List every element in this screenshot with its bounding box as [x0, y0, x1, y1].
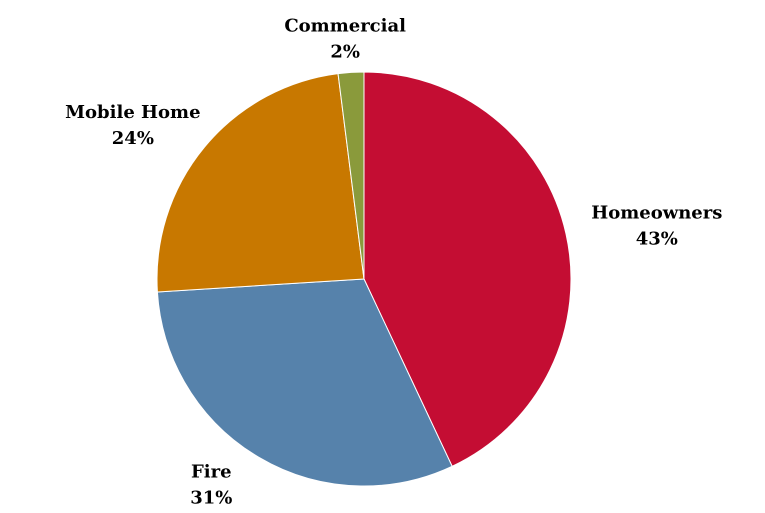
pie-slice	[156, 73, 365, 293]
slice-label: Fire	[191, 462, 232, 483]
pie-slice	[337, 71, 365, 280]
slice-label: Homeowners	[591, 203, 722, 224]
slice-value-label: 31%	[190, 488, 232, 509]
slice-label: Mobile Home	[65, 102, 200, 123]
slice-value-label: 43%	[636, 229, 678, 250]
slice-label: Commercial	[284, 15, 406, 36]
slice-value-label: 24%	[112, 128, 154, 149]
pie-slice	[156, 278, 453, 487]
slice-value-label: 2%	[330, 41, 360, 62]
pie-slice	[363, 71, 572, 467]
